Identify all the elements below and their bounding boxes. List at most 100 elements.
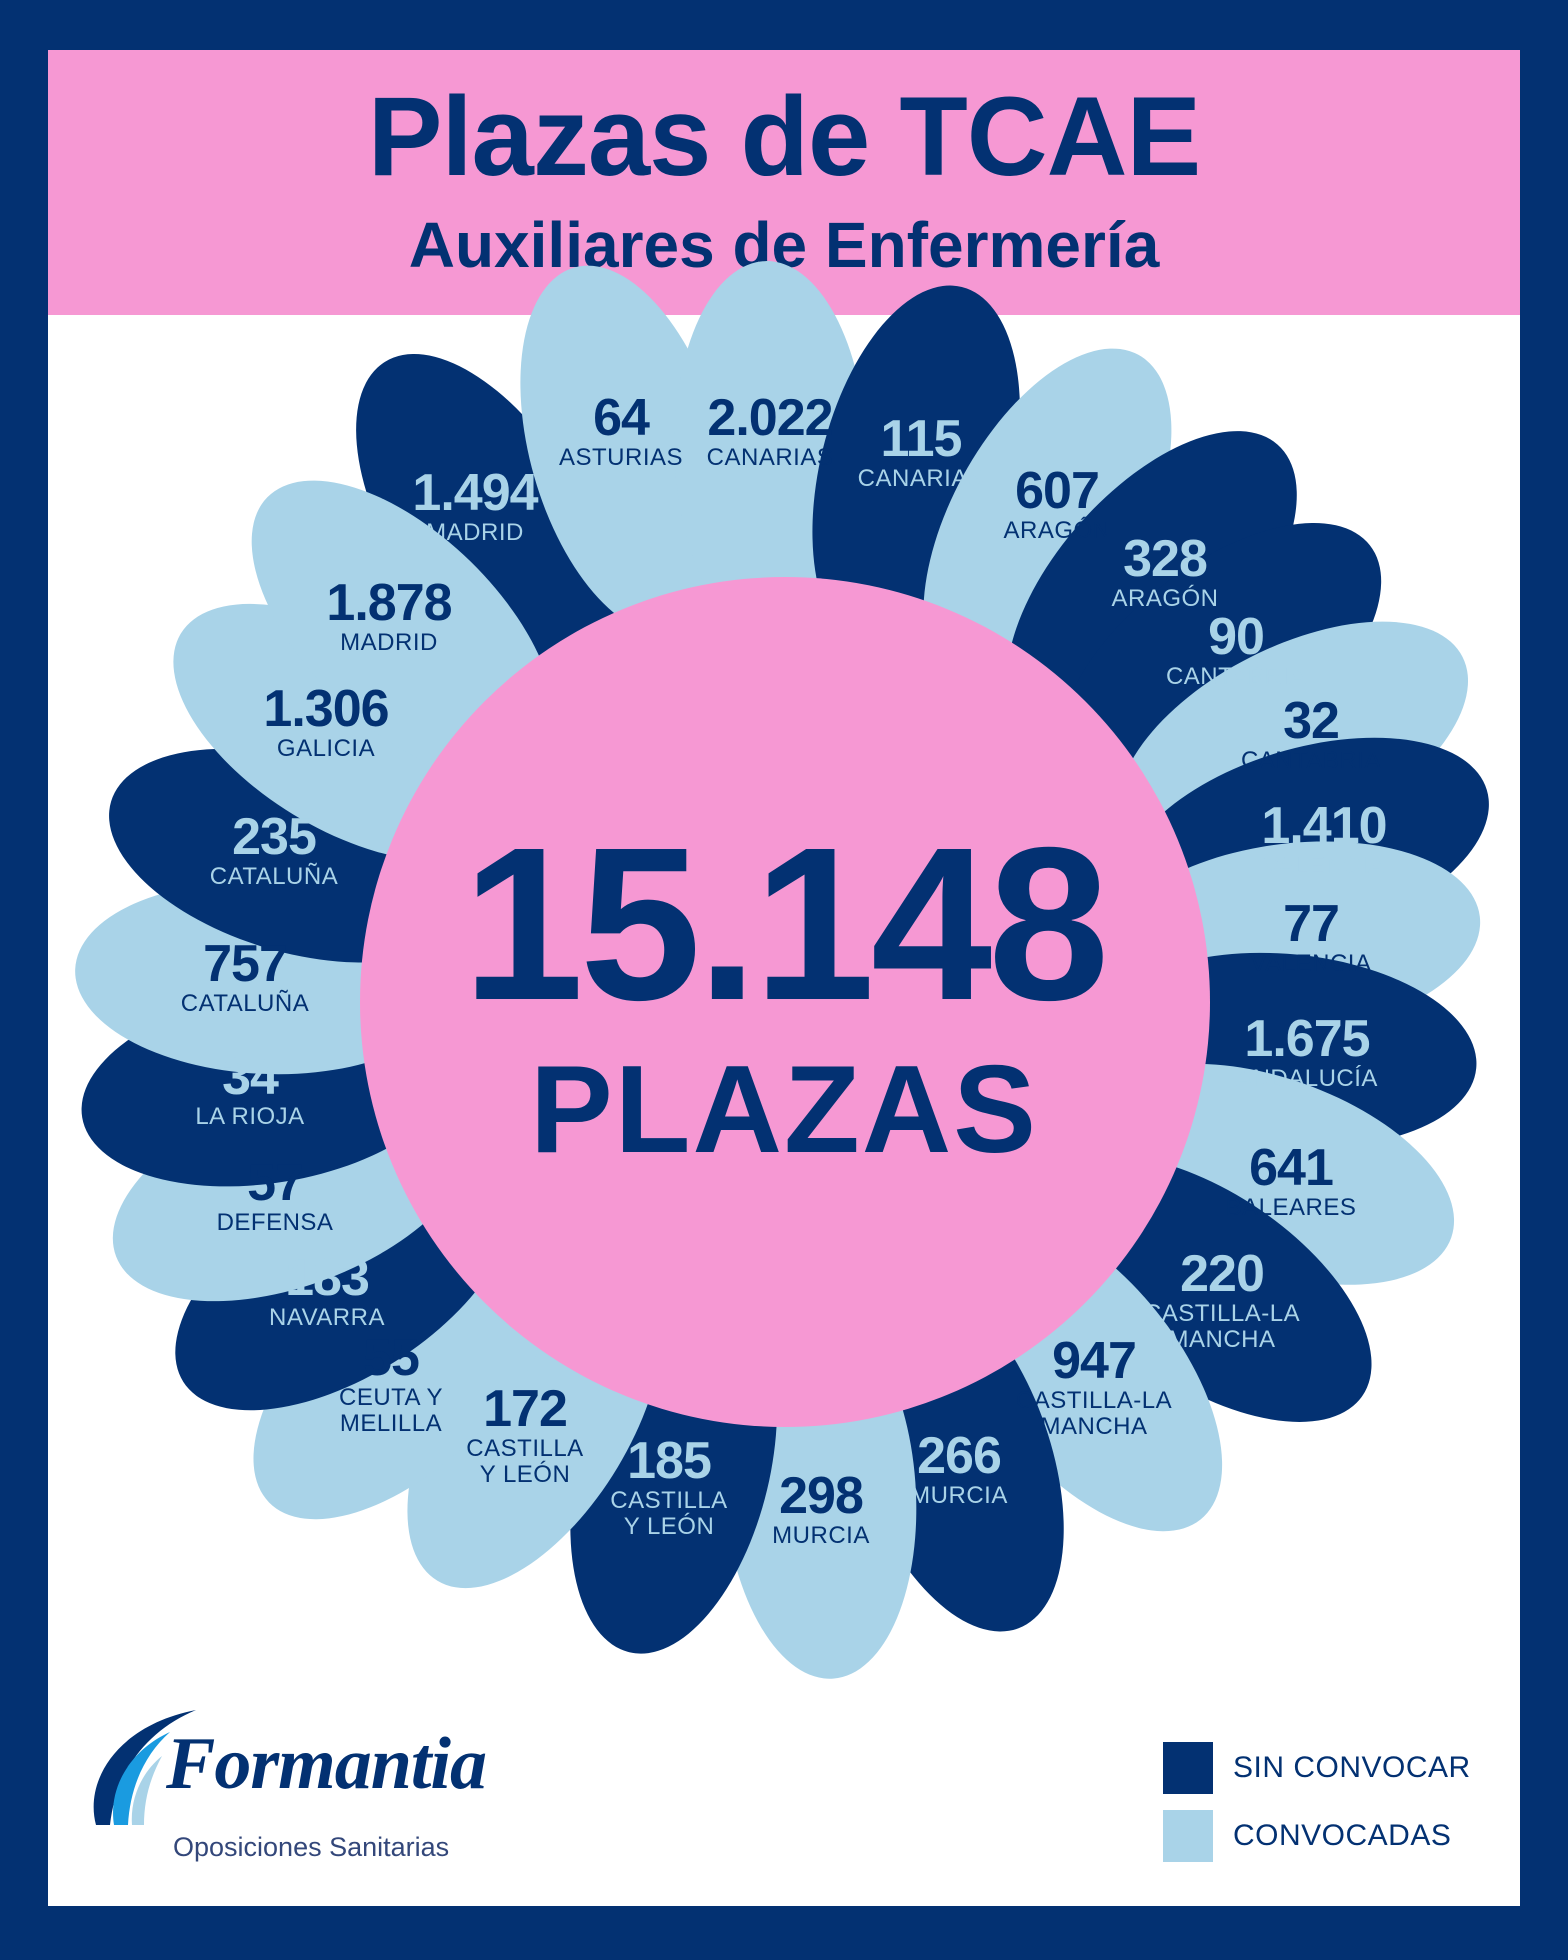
total-plazas-label: PLAZAS [530, 1041, 1038, 1179]
header-banner: Plazas de TCAE Auxiliares de Enfermería [48, 50, 1520, 315]
petal-label: 115 CANARIAS [858, 412, 985, 492]
petal-region: MADRID [340, 629, 438, 656]
petal-sin-convocar [356, 354, 616, 692]
petals-group [75, 261, 1489, 1679]
legend-swatch-light [1163, 1810, 1213, 1862]
petal-region: ARAGÓN [1111, 585, 1219, 612]
petal-label: 1.675 ANDALUCÍA [1236, 1012, 1378, 1092]
petal-value: 328 [1123, 530, 1208, 588]
legend-label: CONVOCADAS [1233, 1819, 1452, 1852]
petal-region: ASTURIAS [558, 444, 684, 471]
petal-label: 1.306 GALICIA [263, 680, 389, 762]
petal-convocadas [520, 265, 733, 635]
petal-value: 641 [1249, 1139, 1334, 1197]
petal-convocadas [923, 348, 1172, 695]
petal-value: 266 [917, 1427, 1002, 1485]
petal-value: 298 [779, 1467, 864, 1525]
petal-value: 2.022 [707, 389, 833, 447]
petal-label: 183 NAVARRA [269, 1251, 385, 1331]
petal-value: 1.410 [1261, 797, 1387, 855]
petal-value: 1.494 [412, 464, 538, 522]
petal-label: 32 CANTABRIA [1241, 694, 1381, 774]
petal-label: 64 ASTURIAS [559, 391, 683, 471]
petal-region: DEFENSA [216, 1209, 334, 1236]
formantia-logo: Formantia Oposiciones Sanitarias [78, 1700, 498, 1890]
petal-region: BALEARES [1225, 1194, 1357, 1221]
petal-region: CATALUÑA [180, 990, 310, 1017]
petal-region: NAVARRA [269, 1304, 385, 1331]
center-circle [360, 577, 1210, 1427]
logo-wordmark: Formantia [166, 1723, 487, 1805]
petal-value: 115 [880, 410, 963, 468]
legend-item-sin-convocar: SIN CONVOCAR [1163, 1742, 1471, 1794]
petal-label: 90 CANTABRIA [1166, 610, 1306, 690]
petal-label: 77 VALENCIA [1251, 897, 1372, 977]
petal-region: GALICIA [276, 735, 376, 762]
petal-value: 220 [1180, 1245, 1265, 1303]
petal-label: 2.022 CANARIAS [707, 391, 834, 471]
petal-value: 172 [483, 1380, 568, 1438]
petal-region: CANTABRIA [1165, 663, 1307, 690]
petal-region: CASTILLA Y LEÓN [610, 1487, 728, 1540]
total-plazas-number: 15.148 [462, 803, 1110, 1046]
petal-region: MURCIA [910, 1482, 1008, 1509]
petal-region: ANDALUCÍA [1236, 1065, 1378, 1092]
logo-swoosh-icon [93, 1710, 196, 1825]
petal-value: 77 [1283, 895, 1340, 953]
petal-region: CANTABRIA [1240, 747, 1382, 774]
petal-region: CANARIAS [706, 444, 834, 471]
petal-value: 183 [285, 1249, 370, 1307]
petal-value: 757 [203, 935, 288, 993]
petal-label: 266 MURCIA [910, 1429, 1008, 1509]
petal-label: 328 ARAGÓN [1111, 532, 1218, 612]
petal-label: 57 DEFENSA [217, 1156, 334, 1236]
petal-value: 57 [247, 1154, 304, 1212]
petal-sin-convocar [1006, 431, 1297, 743]
legend-swatch-dark [1163, 1742, 1213, 1794]
petal-convocadas [251, 480, 555, 780]
petal-value: 55 [363, 1329, 420, 1387]
petal-region: ARAGÓN [1003, 517, 1111, 544]
petal-label: 641 BALEARES [1226, 1141, 1357, 1221]
petal-label: 1.494 MADRID [412, 464, 538, 546]
petal-region: CASTILLA-LA MANCHA [1015, 1387, 1173, 1440]
petal-value: 32 [1283, 692, 1340, 750]
petal-region: CEUTA Y MELILLA [339, 1384, 443, 1437]
petal-label: 172 CASTILLA Y LEÓN [466, 1382, 583, 1488]
petal-label: 55 CEUTA Y MELILLA [339, 1331, 443, 1437]
legend-label: SIN CONVOCAR [1233, 1751, 1471, 1784]
petal-label: 607 ARAGÓN [1003, 464, 1110, 544]
petal-label: 220 CASTILLA-LA MANCHA [1144, 1247, 1300, 1353]
petal-label: 1.878 MADRID [326, 574, 452, 656]
petal-value: 34 [222, 1048, 279, 1106]
petal-value: 947 [1052, 1332, 1137, 1390]
petal-label: 185 CASTILLA Y LEÓN [610, 1434, 727, 1540]
petal-value: 185 [627, 1432, 712, 1490]
petal-value: 1.675 [1244, 1010, 1370, 1068]
petal-label: 235 CATALUÑA [210, 810, 338, 890]
petal-region: CASTILLA Y LEÓN [466, 1435, 584, 1488]
petal-region: MURCIA [772, 1522, 870, 1549]
petal-value: 1.306 [263, 680, 389, 738]
petal-label: 298 MURCIA [772, 1469, 870, 1549]
petal-value: 1.878 [326, 574, 452, 632]
petal-sin-convocar [1059, 522, 1382, 802]
petal-value: 235 [232, 808, 317, 866]
petal-label: 1.410 VALENCIA [1261, 797, 1387, 879]
petal-region: CATALUÑA [209, 863, 339, 890]
petal-region: MADRID [426, 519, 524, 546]
petal-value: 64 [593, 389, 650, 447]
petal-label: 34 LA RIOJA [195, 1050, 304, 1130]
petal-region: CASTILLA-LA MANCHA [1143, 1300, 1301, 1353]
petal-value: 90 [1208, 608, 1265, 666]
petal-region: LA RIOJA [195, 1103, 305, 1130]
legend-item-convocadas: CONVOCADAS [1163, 1810, 1471, 1862]
petal-value: 607 [1015, 462, 1100, 520]
petal-region: VALENCIA [1250, 950, 1372, 977]
petal-label: 757 CATALUÑA [181, 937, 309, 1017]
petal-region: VALENCIA [1263, 852, 1385, 879]
logo-tagline: Oposiciones Sanitarias [173, 1832, 450, 1862]
legend: SIN CONVOCAR CONVOCADAS [1163, 1742, 1471, 1878]
petal-region: CANARIAS [857, 465, 985, 492]
page-title: Plazas de TCAE [367, 74, 1202, 199]
